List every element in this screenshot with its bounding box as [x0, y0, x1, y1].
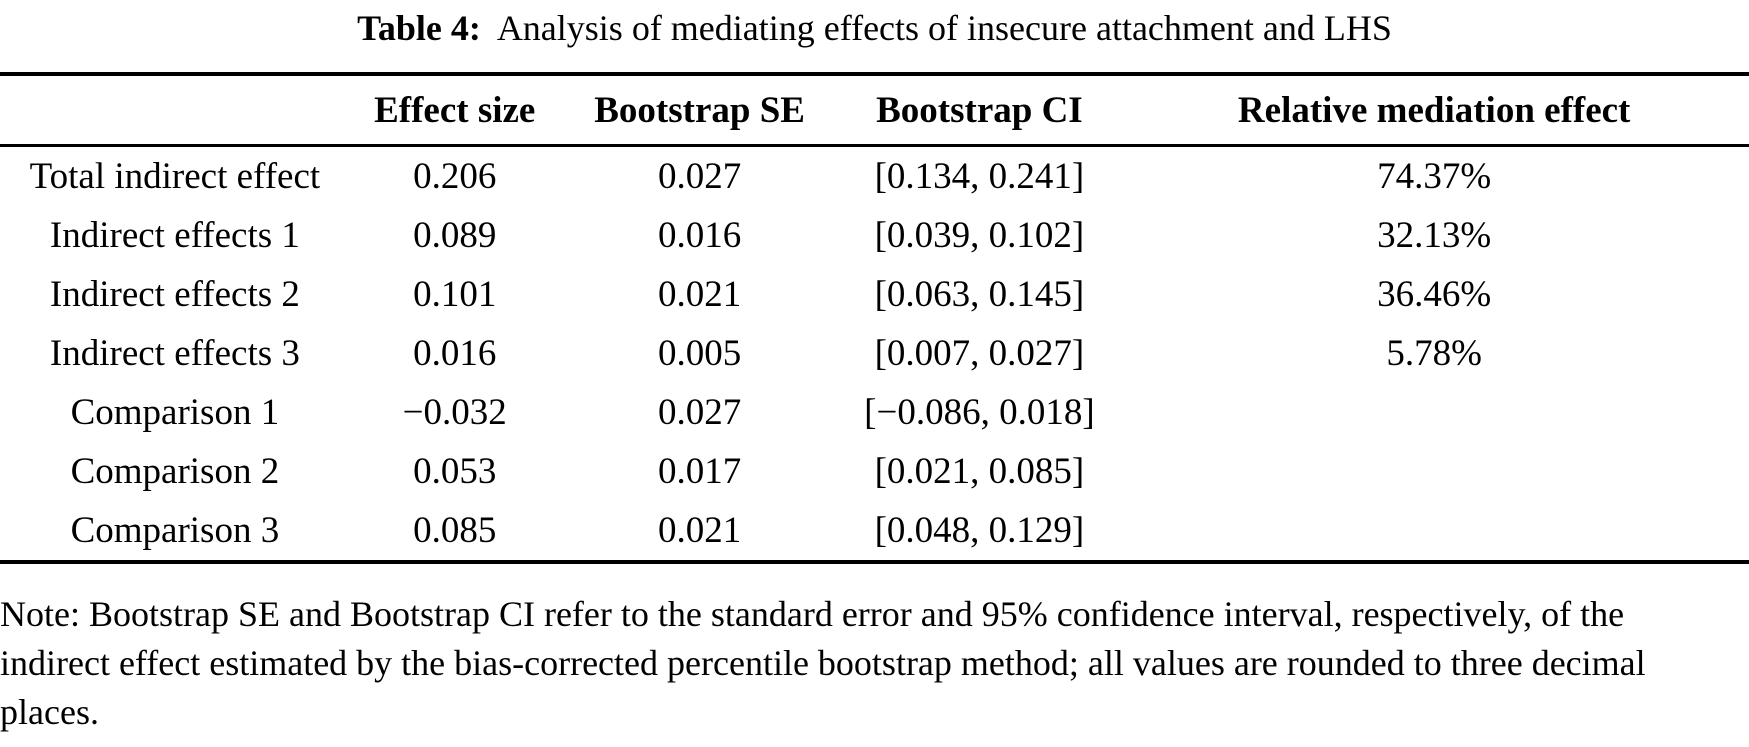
relative-mediation-effect-cell: 32.13%	[1377, 215, 1492, 256]
table-row: Comparison 1 −0.032 0.027 [−0.086, 0.018…	[0, 383, 1749, 442]
row-label: Total indirect effect	[29, 156, 321, 197]
table-row: Indirect effects 3 0.016 0.005 [0.007, 0…	[0, 324, 1749, 383]
bootstrap-ci-cell: [−0.086, 0.018]	[864, 392, 1095, 433]
bootstrap-se-cell: 0.005	[657, 333, 742, 374]
row-label: Comparison 3	[70, 510, 280, 551]
table-note: Note: Bootstrap SE and Bootstrap CI refe…	[0, 594, 1646, 732]
bootstrap-se-cell: 0.021	[657, 274, 742, 315]
bootstrap-ci-cell: [0.063, 0.145]	[874, 274, 1085, 315]
effect-size-cell: 0.206	[413, 156, 497, 197]
row-label: Indirect effects 3	[49, 333, 300, 374]
relative-mediation-effect-cell: 74.37%	[1377, 156, 1492, 197]
table-caption-label: Table 4:	[357, 8, 481, 48]
header-effect-size: Effect size	[349, 74, 560, 147]
table-caption-text: Analysis of mediating effects of insecur…	[496, 8, 1392, 48]
bootstrap-se-cell: 0.027	[657, 156, 742, 197]
bootstrap-se-cell: 0.027	[657, 392, 742, 433]
header-bootstrap-ci: Bootstrap CI	[839, 74, 1120, 147]
row-label: Indirect effects 2	[49, 274, 300, 315]
header-bootstrap-se: Bootstrap SE	[559, 74, 840, 147]
table-header-row: Effect size Bootstrap SE Bootstrap CI Re…	[0, 74, 1749, 147]
relative-mediation-effect-cell: 36.46%	[1377, 274, 1492, 315]
bootstrap-se-cell: 0.016	[657, 215, 742, 256]
row-label: Comparison 1	[70, 392, 280, 433]
row-label: Comparison 2	[70, 451, 280, 492]
bootstrap-ci-cell: [0.039, 0.102]	[874, 215, 1085, 256]
relative-mediation-effect-cell	[1119, 501, 1749, 562]
table-row: Comparison 3 0.085 0.021 [0.048, 0.129]	[0, 501, 1749, 562]
effect-size-cell: 0.053	[413, 451, 497, 492]
row-label: Indirect effects 1	[49, 215, 300, 256]
mediation-effects-table: Effect size Bootstrap SE Bootstrap CI Re…	[0, 72, 1749, 564]
effect-size-cell: 0.089	[413, 215, 497, 256]
effect-size-cell: −0.032	[402, 392, 507, 433]
relative-mediation-effect-cell: 5.78%	[1386, 333, 1482, 374]
bootstrap-se-cell: 0.017	[657, 451, 742, 492]
bootstrap-ci-cell: [0.134, 0.241]	[874, 156, 1085, 197]
header-row-label-stub	[0, 74, 350, 147]
effect-size-cell: 0.085	[413, 510, 497, 551]
relative-mediation-effect-cell	[1119, 442, 1749, 501]
bootstrap-se-cell: 0.021	[657, 510, 742, 551]
bootstrap-ci-cell: [0.021, 0.085]	[874, 451, 1085, 492]
table-row: Indirect effects 2 0.101 0.021 [0.063, 0…	[0, 265, 1749, 324]
table-row: Indirect effects 1 0.089 0.016 [0.039, 0…	[0, 206, 1749, 265]
header-relative-mediation-effect: Relative mediation effect	[1119, 74, 1749, 147]
table-caption: Table 4: Analysis of mediating effects of…	[0, 0, 1749, 50]
effect-size-cell: 0.101	[413, 274, 497, 315]
bootstrap-ci-cell: [0.048, 0.129]	[874, 510, 1085, 551]
relative-mediation-effect-cell	[1119, 383, 1749, 442]
table-row: Total indirect effect 0.206 0.027 [0.134…	[0, 146, 1749, 207]
bootstrap-ci-cell: [0.007, 0.027]	[874, 333, 1085, 374]
table-row: Comparison 2 0.053 0.017 [0.021, 0.085]	[0, 442, 1749, 501]
effect-size-cell: 0.016	[413, 333, 497, 374]
